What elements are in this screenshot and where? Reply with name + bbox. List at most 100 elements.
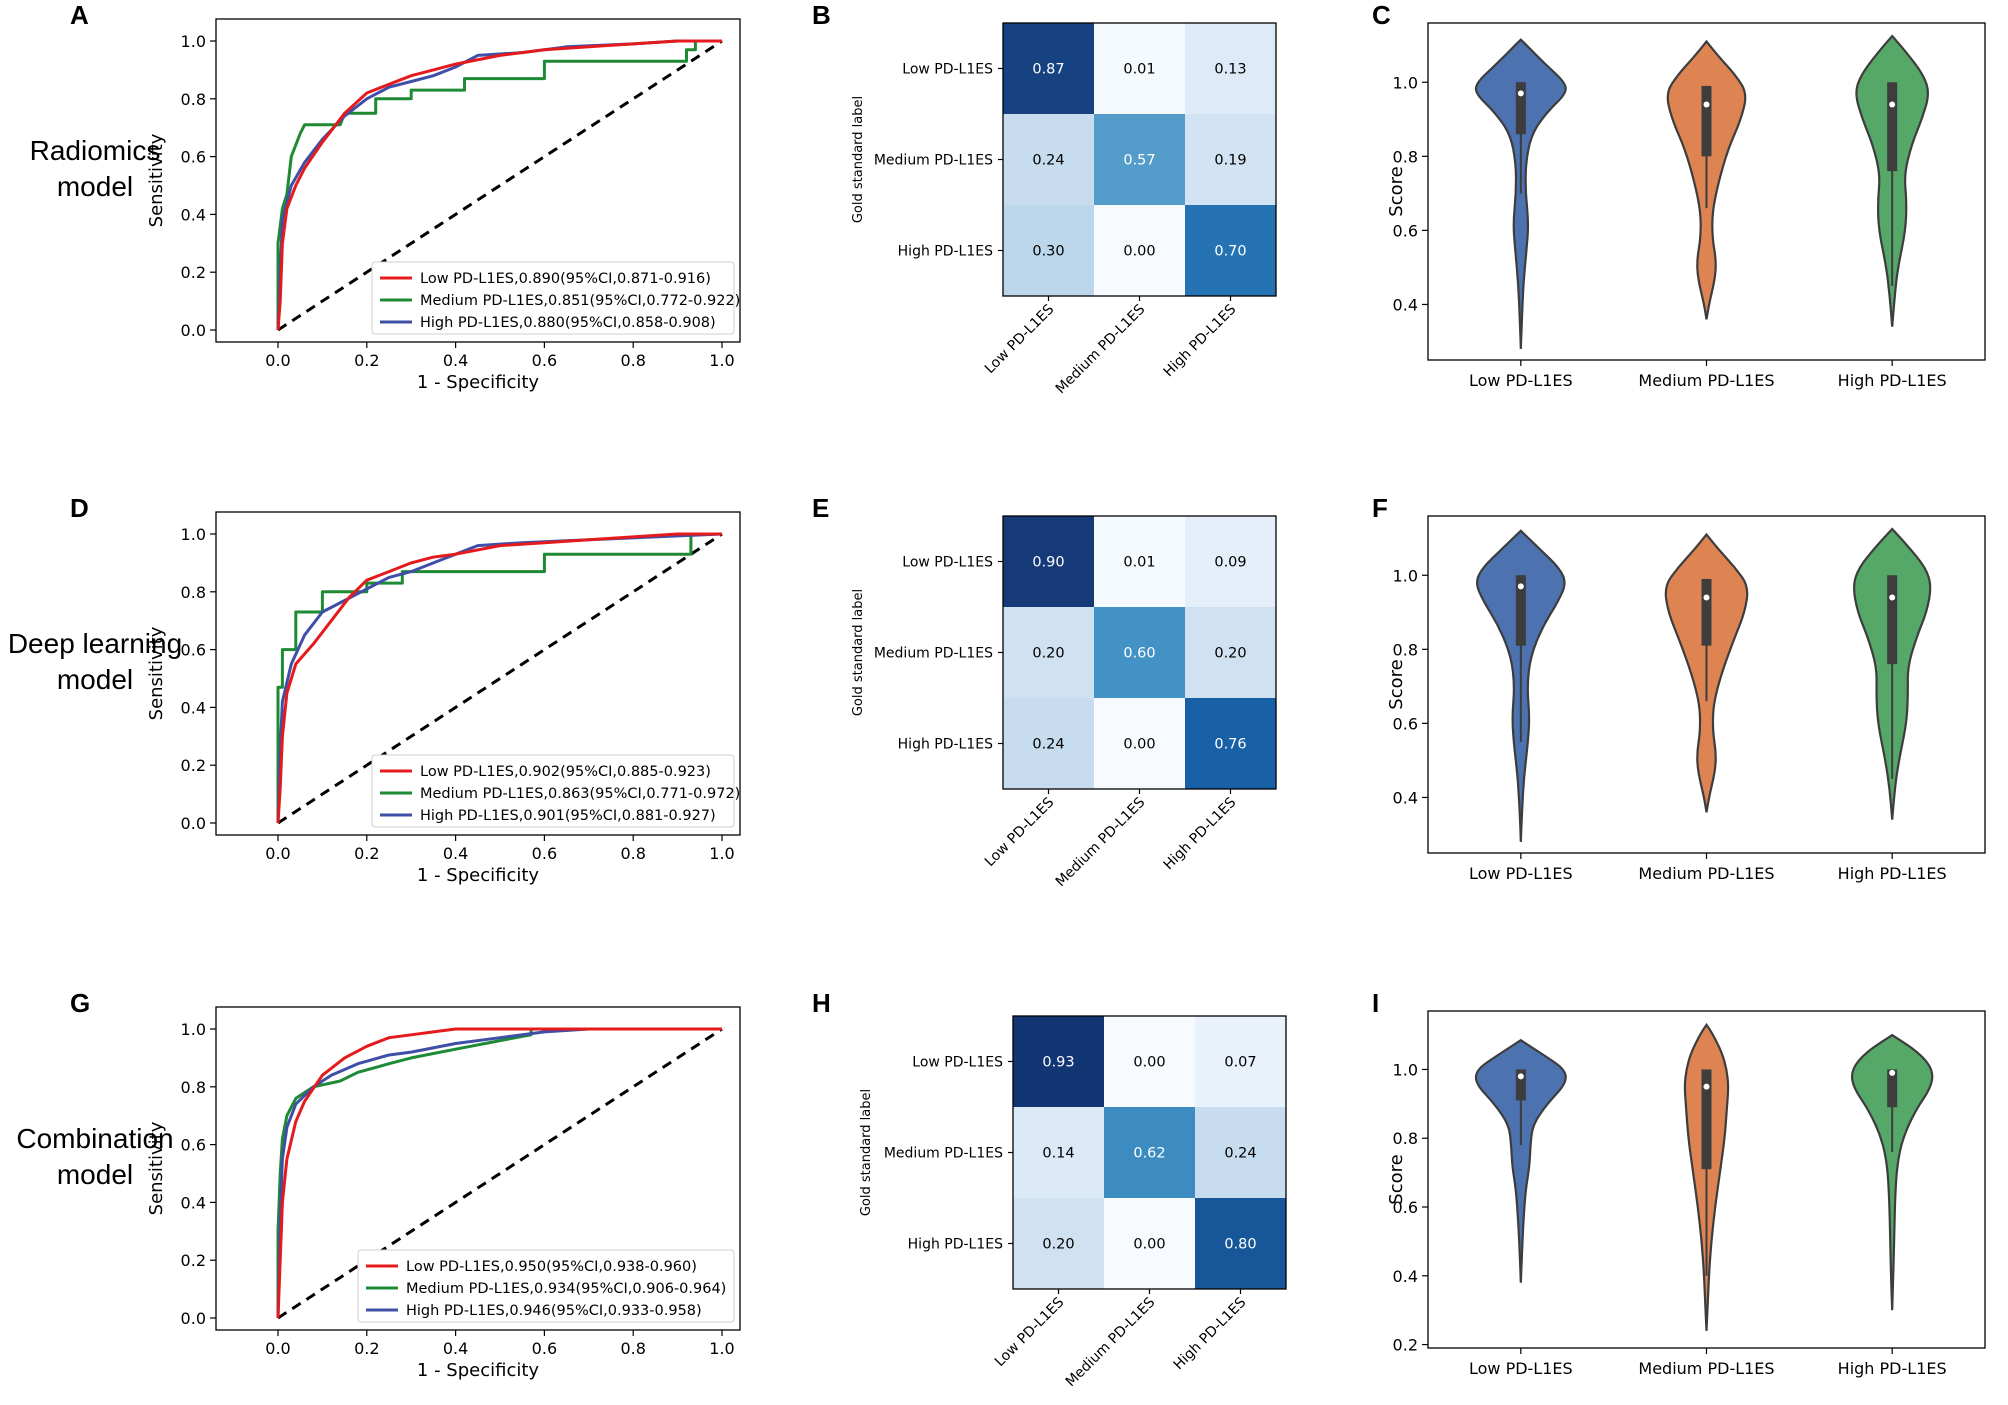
roc-legend: Low PD-L1ES,0.890(95%CI,0.871-0.916) Medi… (371, 261, 740, 335)
violin-iqr-box (1701, 85, 1712, 157)
x-tick-label: Low PD-L1ES (1469, 1359, 1573, 1378)
y-tick-label: 1.0 (181, 525, 206, 544)
panel-letter: C (1372, 0, 1391, 30)
y-tick-label: 1.0 (181, 32, 206, 51)
cm-value: 0.20 (1214, 646, 1246, 662)
cm-x-tick-label: Medium PD-L1ES (1053, 301, 1149, 397)
y-axis-label: Score (1386, 1154, 1407, 1204)
x-tick-label: High PD-L1ES (1838, 1359, 1947, 1378)
cm-x-tick-label: Low PD-L1ES (982, 301, 1058, 377)
roc-legend: Low PD-L1ES,0.902(95%CI,0.885-0.923) Medi… (371, 754, 740, 828)
y-axis-label: Score (1386, 659, 1407, 709)
x-tick-label: 1.0 (709, 1339, 734, 1358)
violin-iqr-box (1515, 1069, 1526, 1101)
panel-letter: G (70, 988, 90, 1018)
x-tick-label: High PD-L1ES (1838, 864, 1947, 883)
cm-value: 0.00 (1133, 1055, 1165, 1071)
cm-cell (1185, 23, 1276, 114)
cm-value: 0.01 (1123, 62, 1155, 78)
cm-value: 0.14 (1042, 1146, 1074, 1162)
cm-value: 0.20 (1032, 646, 1064, 662)
row-title-line: Combination (16, 1123, 173, 1154)
y-axis-label: Sensitivity (146, 1121, 167, 1215)
panel-letter: I (1372, 988, 1379, 1018)
y-tick-label: 0.6 (181, 641, 206, 660)
row-title-line: Radiomics (30, 135, 161, 166)
cm-y-tick-label: Low PD-L1ES (912, 1055, 1003, 1071)
panel-letter: A (70, 0, 89, 30)
row-title-line: Deep learning (8, 628, 182, 659)
cm-value: 0.13 (1214, 62, 1246, 78)
roc-curve-low (276, 532, 722, 824)
legend-box (371, 261, 735, 335)
cm-value: 0.62 (1133, 1146, 1165, 1162)
cm-y-axis-label: Gold standard label (859, 1089, 874, 1216)
cm-cell (1185, 698, 1276, 789)
y-tick-label: 0.6 (181, 1136, 206, 1155)
violin-iqr-box (1515, 575, 1526, 646)
cm-x-tick-label: High PD-L1ES (1161, 301, 1240, 380)
cm-cell (1185, 205, 1276, 296)
violin-chart: 0.4 0.6 0.8 1.0 Score Low PD-L1ES Medium PD-L1… (1386, 515, 1986, 883)
legend-box (357, 1249, 735, 1323)
violin-chart: 0.4 0.6 0.8 1.0 Score Low PD-L1ES Medium PD-L1… (1386, 22, 1986, 390)
violin-chart: 0.2 0.4 0.6 0.8 1.0 Score Low PD-L1ES Medium PD… (1386, 1010, 1986, 1378)
x-tick-label: 0.4 (443, 351, 468, 370)
cm-value: 0.87 (1032, 62, 1064, 78)
panel-letter: H (812, 988, 831, 1018)
x-tick-label: Medium PD-L1ES (1638, 864, 1774, 883)
y-axis-label: Sensitivity (146, 626, 167, 720)
roc-curve-high (276, 1027, 722, 1319)
y-tick-label: 0.8 (1393, 147, 1418, 166)
roc-chart: 0.0 0.2 0.4 0.6 0.8 1.0 0.0 0.2 0.4 0.6 0.8 1.0 1 - … (146, 511, 741, 886)
violin-median-dot (1703, 594, 1710, 601)
x-tick-label: 0.0 (265, 1339, 290, 1358)
cm-cell (1013, 1198, 1104, 1289)
cm-value: 0.70 (1214, 244, 1246, 260)
legend-entry: Medium PD-L1ES,0.934(95%CI,0.906-0.964) (406, 1281, 726, 1297)
y-tick-label: 0.8 (1393, 1129, 1418, 1148)
roc-curve-medium (276, 39, 722, 330)
y-tick-label: 1.0 (1393, 566, 1418, 585)
x-tick-label: 0.6 (532, 1339, 557, 1358)
cm-value: 0.00 (1133, 1237, 1165, 1253)
legend-entry: High PD-L1ES,0.946(95%CI,0.933-0.958) (406, 1303, 702, 1319)
y-tick-label: 1.0 (1393, 1060, 1418, 1079)
roc-curve-low (276, 1027, 722, 1319)
x-tick-label: 0.6 (532, 351, 557, 370)
cm-value: 0.93 (1042, 1055, 1074, 1071)
cm-y-tick-label: High PD-L1ES (908, 1237, 1003, 1253)
row-title-line: model (57, 171, 133, 202)
y-axis-label: Score (1386, 166, 1407, 216)
y-tick-label: 0.4 (1393, 788, 1418, 807)
cm-cell (1104, 1198, 1195, 1289)
panel-letter: E (812, 493, 829, 523)
cm-value: 0.01 (1123, 555, 1155, 571)
cm-cell (1094, 516, 1185, 607)
y-tick-label: 0.2 (181, 263, 206, 282)
x-tick-label: 0.6 (532, 844, 557, 863)
x-tick-label: Medium PD-L1ES (1638, 371, 1774, 390)
x-axis-label: 1 - Specificity (417, 372, 540, 393)
cm-cell (1094, 607, 1185, 698)
y-tick-label: 0.8 (181, 1078, 206, 1097)
cm-value: 0.00 (1123, 244, 1155, 260)
y-tick-label: 0.0 (181, 321, 206, 340)
y-tick-label: 0.4 (181, 1193, 206, 1212)
violin-body-high (1850, 1033, 1934, 1311)
x-tick-label: 0.2 (354, 1339, 379, 1358)
legend-box (371, 754, 735, 828)
cm-cell (1013, 1107, 1104, 1198)
cm-value: 0.24 (1224, 1146, 1256, 1162)
cm-cell (1094, 205, 1185, 296)
violin-median-dot (1889, 1069, 1896, 1076)
violin-median-dot (1703, 1083, 1710, 1090)
y-tick-label: 1.0 (1393, 73, 1418, 92)
violin-iqr-box (1887, 575, 1898, 665)
y-tick-label: 0.4 (1393, 295, 1418, 314)
x-tick-label: Low PD-L1ES (1469, 371, 1573, 390)
cm-value: 0.30 (1032, 244, 1064, 260)
cm-cell (1003, 23, 1094, 114)
x-tick-label: 1.0 (709, 351, 734, 370)
